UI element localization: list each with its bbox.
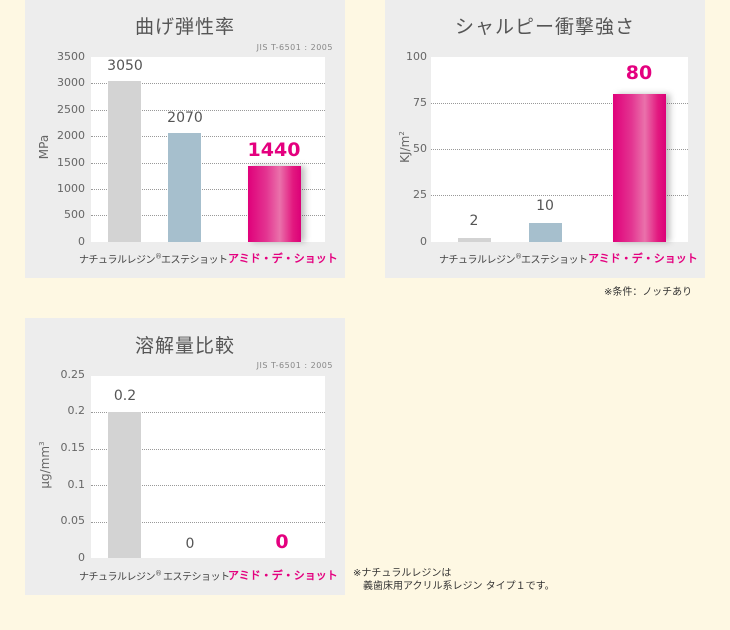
value-label: 3050 [107, 58, 143, 74]
chart-title: 曲げ弾性率 [134, 16, 235, 38]
value-label: 10 [536, 198, 554, 214]
y-tick: 0.1 [67, 478, 86, 491]
plot-area: 2 10 80 [431, 57, 688, 242]
gridline [91, 412, 325, 413]
gridline [91, 215, 325, 216]
y-tick: 75 [413, 96, 427, 109]
y-tick: 1000 [57, 182, 85, 195]
x-label-amide-de-shot: アミド・デ・ショット [228, 569, 338, 582]
x-label-esthe-shot: エステショット [521, 255, 588, 266]
bar-esthe-shot [168, 133, 201, 242]
y-tick: 50 [413, 142, 427, 155]
x-label-amide-de-shot: アミド・デ・ショット [228, 252, 338, 265]
gridline [431, 149, 688, 150]
natural-resin-footnote: ※ナチュラルレジンは 義歯床用アクリル系レジン タイプ１です。 [353, 568, 555, 592]
gridline [91, 83, 325, 84]
y-tick: 0.15 [60, 441, 86, 454]
x-label-natural-resin: ナチュラルレジン® [79, 569, 162, 583]
y-tick: 0 [78, 235, 85, 248]
value-label: 0.2 [113, 388, 137, 404]
y-tick: 1500 [57, 156, 85, 169]
gridline [91, 110, 325, 111]
bar-amide-de-shot [248, 166, 301, 242]
x-label-esthe-shot: エステショット [163, 572, 230, 583]
y-tick: 3000 [57, 76, 85, 89]
bar-esthe-shot [529, 223, 562, 242]
flexural-modulus-panel: 曲げ弾性率 JIS T-6501 : 2005 MPa 3500 3000 25… [25, 0, 345, 278]
x-label-natural-resin: ナチュラルレジン® [79, 252, 162, 266]
bar-natural-resin [108, 412, 141, 558]
gridline [91, 136, 325, 137]
y-tick: 500 [64, 208, 85, 221]
y-tick: 2000 [57, 129, 85, 142]
solubility-panel: 溶解量比較 JIS T-6501 : 2005 μg/mm3 0.25 0.2 … [25, 318, 345, 595]
value-label-highlight: 1440 [247, 139, 301, 161]
plot-area: 3050 2070 1440 [91, 57, 325, 242]
value-label-highlight: 80 [625, 62, 653, 84]
gridline [91, 163, 325, 164]
gridline [91, 449, 325, 450]
chart-title: シャルピー衝撃強さ [454, 16, 635, 38]
gridline [91, 522, 325, 523]
gridline [91, 485, 325, 486]
chart-title: 溶解量比較 [134, 335, 235, 357]
charpy-impact-panel: シャルピー衝撃強さ KJ/m2 100 75 50 25 0 2 10 80 ナ… [385, 0, 705, 278]
standard-label: JIS T-6501 : 2005 [256, 361, 333, 370]
y-tick: 100 [406, 50, 427, 63]
charpy-condition-note: ※条件：ノッチあり [604, 287, 693, 298]
x-label-natural-resin: ナチュラルレジン® [439, 252, 522, 266]
y-tick: 25 [413, 188, 427, 201]
y-tick: 0 [420, 235, 427, 248]
x-label-esthe-shot: エステショット [161, 255, 228, 266]
value-label: 2 [469, 213, 479, 229]
y-tick: 0 [78, 551, 85, 564]
bar-natural-resin [108, 81, 141, 242]
bar-amide-de-shot [613, 94, 666, 242]
gridline [431, 195, 688, 196]
y-tick: 0.05 [60, 514, 86, 527]
x-label-amide-de-shot: アミド・デ・ショット [588, 252, 698, 265]
standard-label: JIS T-6501 : 2005 [256, 43, 333, 52]
plot-area: 0.2 0 0 [91, 376, 325, 558]
value-label: 0 [185, 536, 195, 552]
value-label: 2070 [167, 110, 203, 126]
gridline [431, 103, 688, 104]
y-tick: 2500 [57, 103, 85, 116]
gridline [91, 189, 325, 190]
y-tick: 3500 [57, 50, 85, 63]
bar-natural-resin [458, 238, 491, 242]
value-label-highlight: 0 [275, 531, 289, 553]
y-tick: 0.2 [67, 404, 86, 417]
y-tick: 0.25 [60, 368, 86, 381]
